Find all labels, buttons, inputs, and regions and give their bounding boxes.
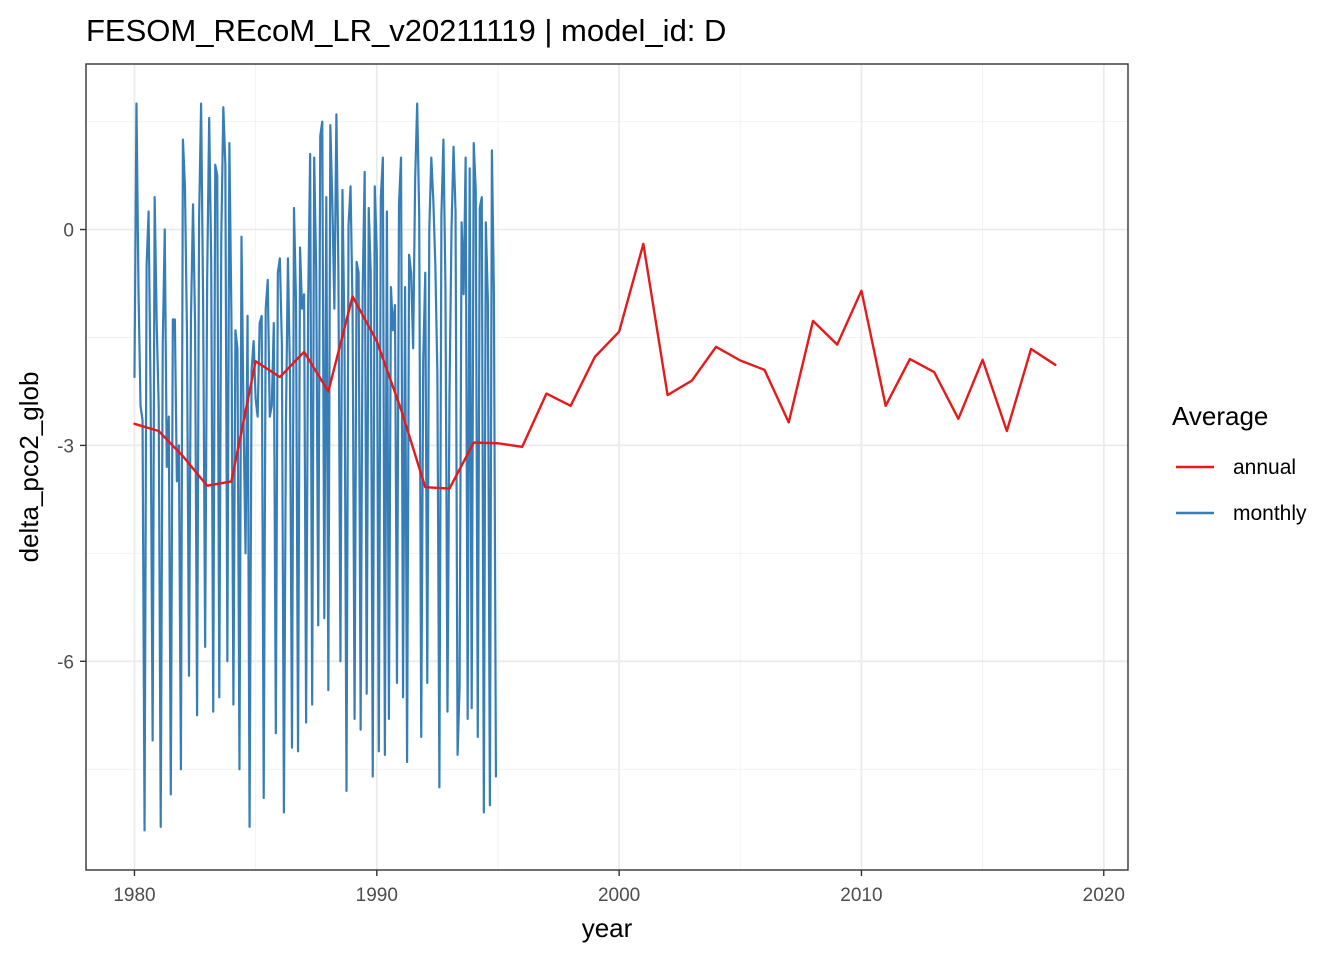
series-layer xyxy=(133,102,1057,832)
legend: Average annual monthly xyxy=(1172,401,1307,525)
x-tick-label: 2000 xyxy=(598,885,640,906)
x-tick-label: 1980 xyxy=(113,885,155,906)
legend-label-monthly: monthly xyxy=(1233,502,1307,525)
x-axis-title: year xyxy=(582,913,633,943)
x-tick-label: 2010 xyxy=(840,885,882,906)
y-tick-label: -6 xyxy=(57,652,74,673)
chart-title: FESOM_REcoM_LR_v20211119 | model_id: D xyxy=(86,13,726,48)
x-tick-label: 2020 xyxy=(1083,885,1125,906)
y-tick-label: 0 xyxy=(63,221,74,242)
axes: 1980 1990 2000 2010 2020 -6 -3 0 xyxy=(57,221,1125,906)
plot-panel-border xyxy=(85,63,1129,871)
y-tick-label: -3 xyxy=(57,436,74,457)
y-axis-title: delta_pco2_glob xyxy=(14,372,44,563)
series-line-annual xyxy=(133,242,1057,490)
legend-label-annual: annual xyxy=(1233,456,1296,479)
legend-title: Average xyxy=(1172,401,1268,431)
x-tick-label: 1990 xyxy=(356,885,398,906)
series-line-monthly xyxy=(133,102,498,832)
